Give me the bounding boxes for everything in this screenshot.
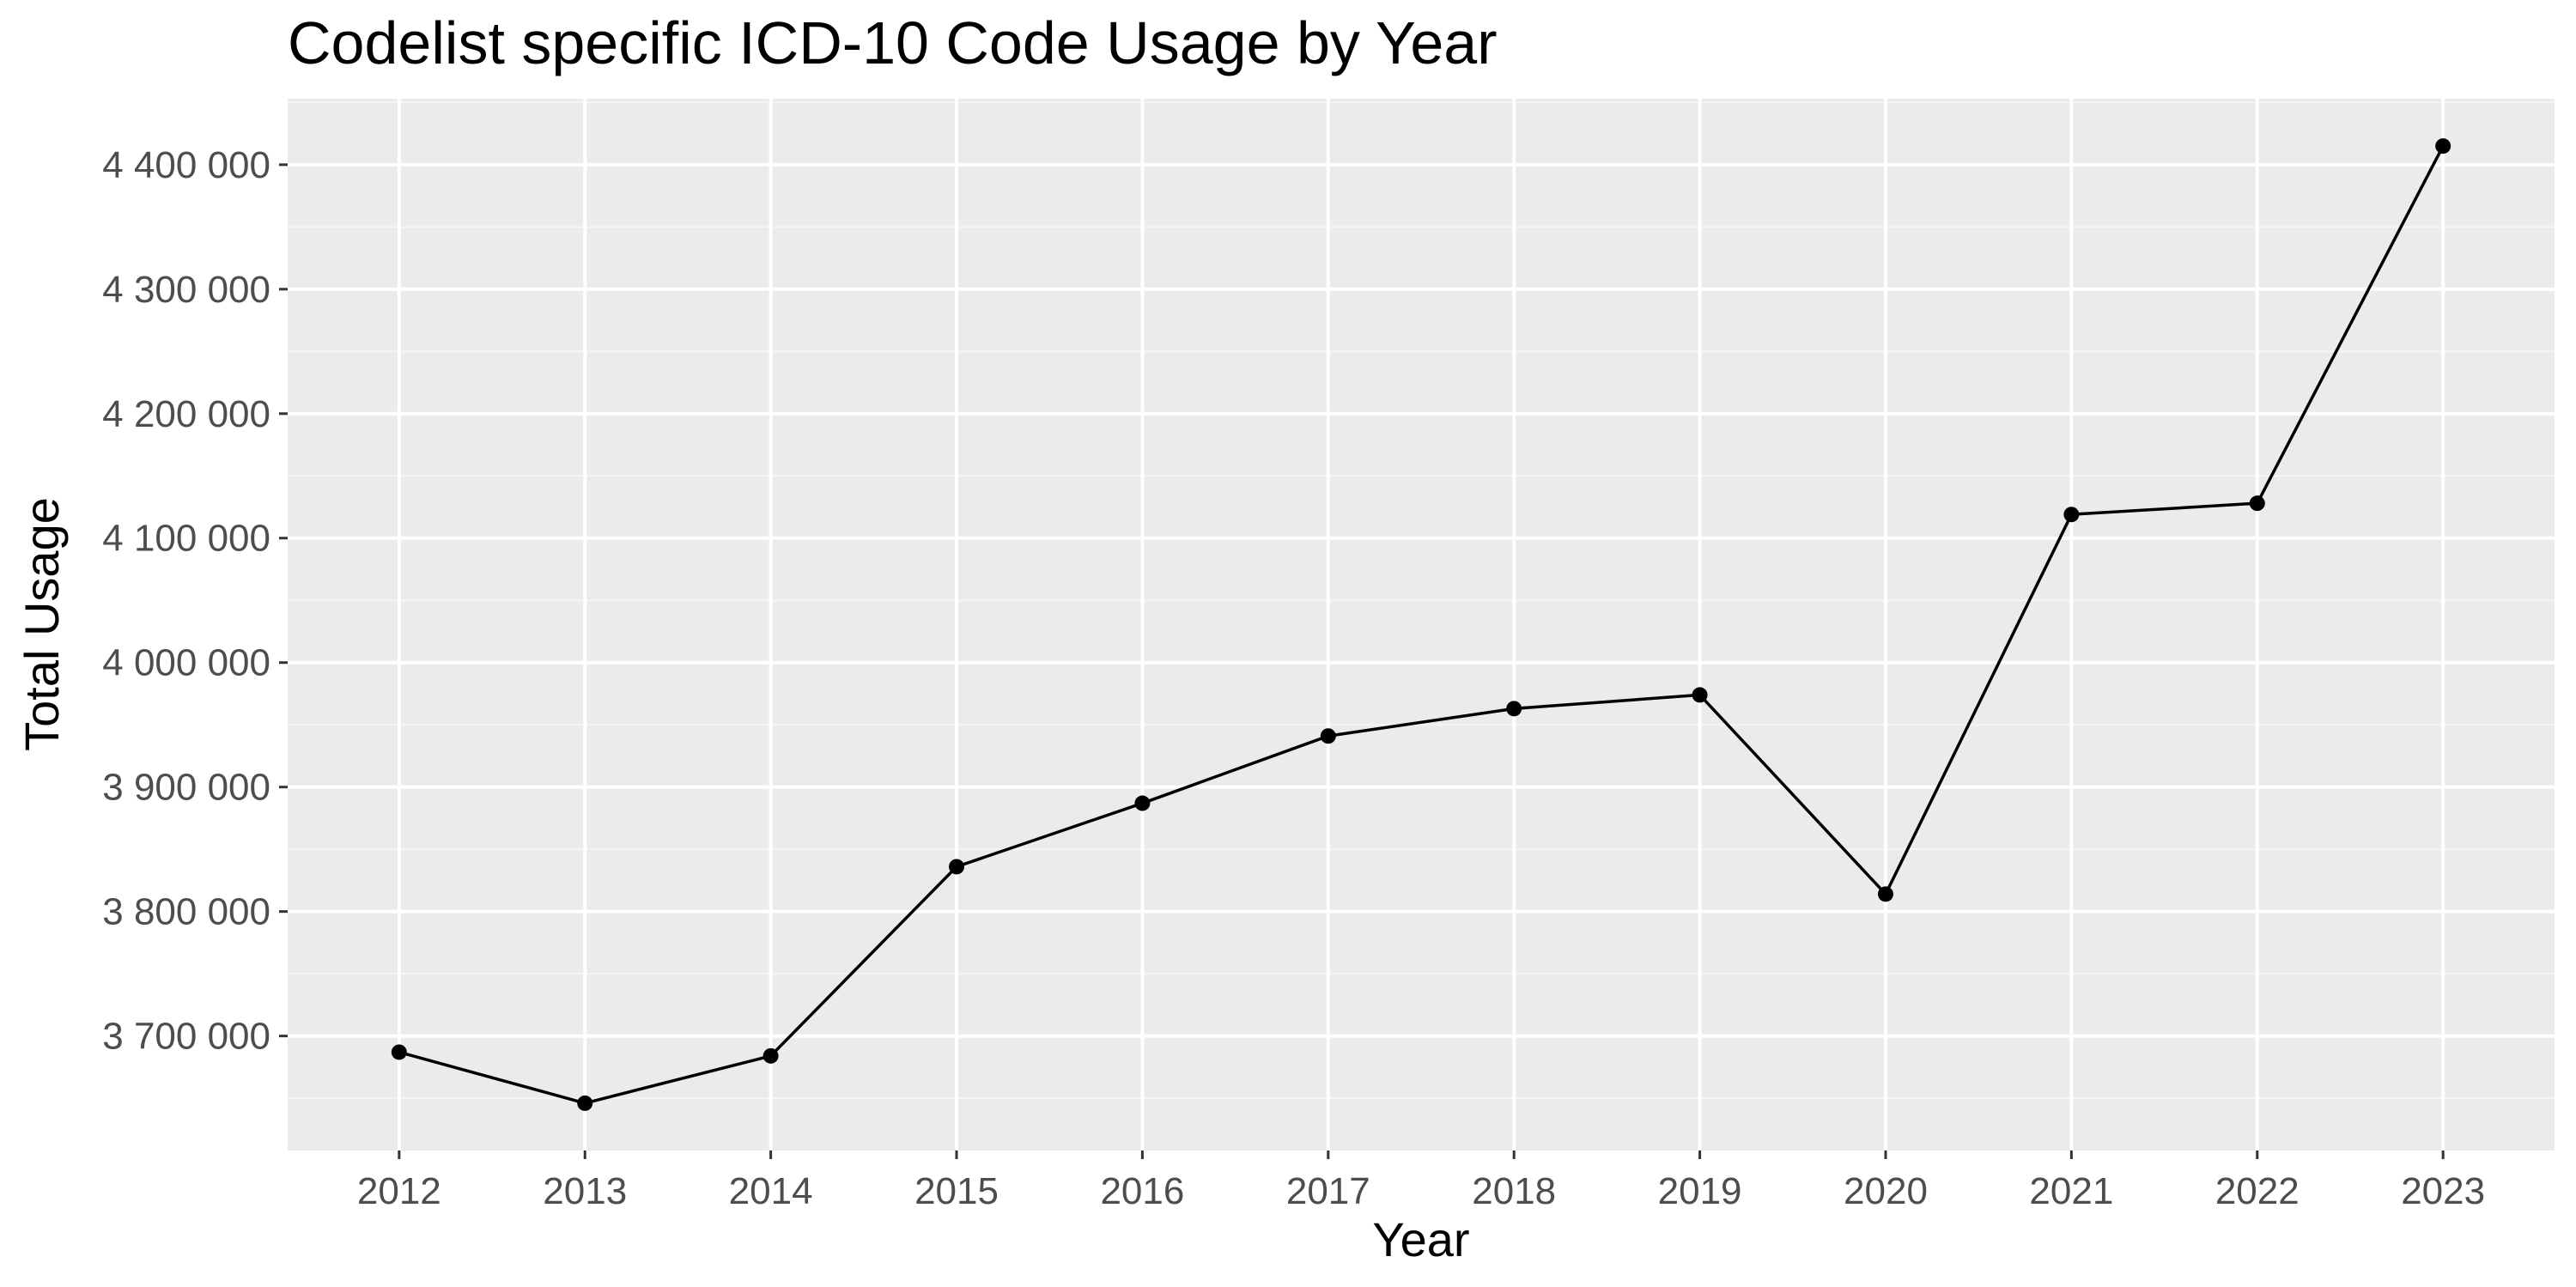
data-point-2014 xyxy=(762,1047,779,1064)
y-axis: 3 700 000 3 800 000 3 900 000 4 000 000 4 10… xyxy=(102,144,288,1058)
data-point-2017 xyxy=(1320,728,1336,744)
data-point-2013 xyxy=(577,1095,593,1111)
data-point-2021 xyxy=(2063,507,2080,523)
y-axis-title: Total Usage xyxy=(15,497,69,751)
plot-panel xyxy=(288,99,2555,1150)
data-point-2016 xyxy=(1134,795,1151,811)
y-tick-label: 4 200 000 xyxy=(102,393,270,435)
series-line xyxy=(398,145,2445,1105)
chart-title: Codelist specific ICD-10 Code Usage by Y… xyxy=(288,9,1498,76)
y-tick-label: 4 100 000 xyxy=(102,518,270,560)
y-tick-label: 3 900 000 xyxy=(102,767,270,809)
x-tick-label: 2017 xyxy=(1286,1170,1370,1212)
x-axis-title: Year xyxy=(1372,1212,1469,1266)
y-tick-label: 4 400 000 xyxy=(102,144,270,186)
x-tick-label: 2015 xyxy=(914,1170,999,1212)
x-tick-label: 2012 xyxy=(357,1170,441,1212)
x-tick-label: 2018 xyxy=(1472,1170,1556,1212)
x-axis: 2012 2013 2014 2015 2016 2017 2018 2019 2020 2021… xyxy=(357,1150,2485,1212)
x-tick-label: 2022 xyxy=(2215,1170,2300,1212)
data-point-2015 xyxy=(949,859,965,875)
minor-gridlines xyxy=(288,101,2555,1100)
data-point-2018 xyxy=(1506,701,1522,717)
data-point-2023 xyxy=(2435,138,2451,155)
x-tick-label: 2020 xyxy=(1844,1170,1928,1212)
x-tick-label: 2013 xyxy=(543,1170,627,1212)
x-tick-label: 2016 xyxy=(1100,1170,1184,1212)
x-tick-label: 2014 xyxy=(729,1170,813,1212)
x-tick-label: 2023 xyxy=(2401,1170,2485,1212)
data-point-2022 xyxy=(2249,495,2265,512)
y-tick-label: 3 700 000 xyxy=(102,1016,270,1058)
y-tick-label: 3 800 000 xyxy=(102,891,270,933)
major-gridlines xyxy=(288,99,2555,1150)
data-point-2019 xyxy=(1692,687,1708,703)
y-tick-label: 4 000 000 xyxy=(102,642,270,684)
y-tick-label: 4 300 000 xyxy=(102,269,270,311)
data-point-2020 xyxy=(1877,886,1893,902)
series-layer xyxy=(391,138,2451,1111)
data-point-2012 xyxy=(391,1044,407,1060)
x-tick-label: 2019 xyxy=(1658,1170,1742,1212)
x-tick-label: 2021 xyxy=(2029,1170,2113,1212)
